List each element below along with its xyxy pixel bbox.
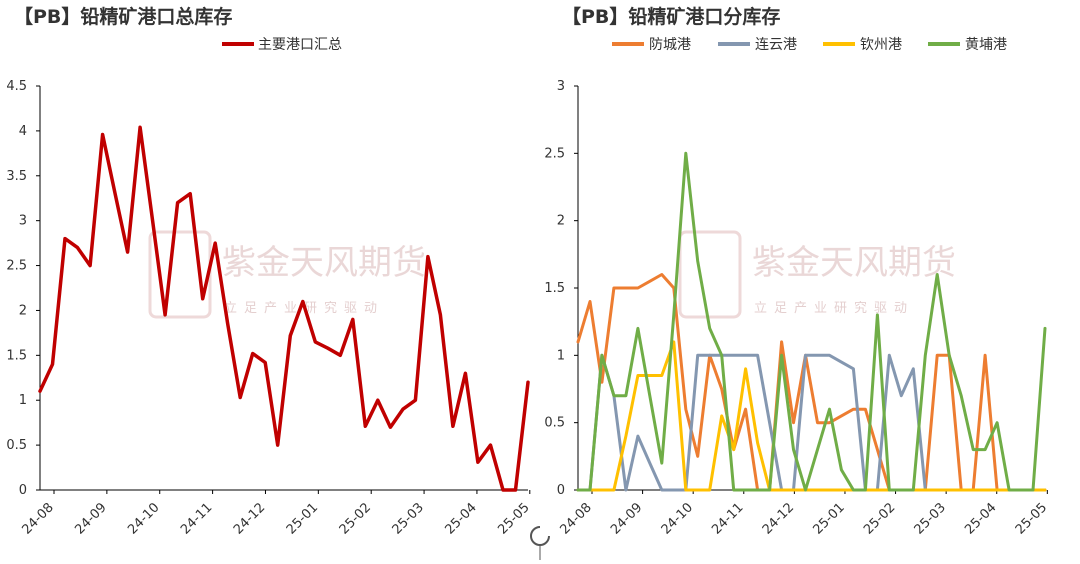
right-y-tick-label: 1.5 (544, 281, 565, 296)
left-y-tick-label: 4 (19, 124, 27, 139)
right-x-tick-label: 25-02 (861, 500, 898, 537)
right-series-line-2 (576, 340, 1047, 492)
right-x-tick-label: 24-12 (760, 500, 797, 537)
right-x-tick-label: 24-11 (709, 500, 746, 537)
watermark-logo-left (148, 230, 212, 319)
left-y-tick-label: 0.5 (6, 438, 27, 453)
right-chart-title: 【PB】铅精矿港口分库存 (562, 5, 780, 28)
right-y-tick-label: 2.5 (544, 146, 565, 161)
left-legend: 主要港口汇总 (222, 37, 342, 53)
right-y-tick-label: 1 (557, 348, 565, 363)
right-y-tick-label: 3 (557, 79, 565, 94)
left-x-tick-label: 25-02 (337, 500, 374, 537)
legend-label-fangcheng: 防城港 (649, 37, 691, 53)
left-y-tick-label: 0 (19, 483, 27, 498)
watermark-tagline-right: 立足产业研究驱动 (754, 301, 914, 316)
left-y-tick-label: 1 (19, 393, 27, 408)
left-series-line-0 (38, 125, 530, 492)
watermark-logo-right (678, 230, 742, 319)
right-x-tick-label: 24-08 (558, 500, 595, 537)
legend-label-lianyun: 连云港 (755, 37, 797, 53)
left-x-tick-label: 24-10 (125, 500, 162, 537)
left-x-tick-label: 25-04 (442, 500, 479, 537)
right-series-line-3 (576, 151, 1047, 492)
left-y-tick-label: 4.5 (6, 79, 27, 94)
right-y-tick-label: 2 (557, 214, 565, 229)
right-y-tick-label: 0 (557, 483, 565, 498)
left-x-tick-label: 25-05 (495, 500, 532, 537)
loading-icon (530, 525, 551, 560)
right-watermark: 紫金天风期货 立足产业研究驱动 (678, 230, 956, 319)
left-x-tick-label: 24-08 (20, 500, 57, 537)
left-x-tick-label: 24-11 (178, 500, 215, 537)
left-x-tick-label: 25-03 (390, 500, 427, 537)
left-y-tick-label: 3 (19, 214, 27, 229)
legend-label-huangpu: 黄埔港 (965, 36, 1007, 53)
left-x-tick-label: 25-01 (284, 500, 321, 537)
watermark-brand-left: 紫金天风期货 (222, 243, 426, 283)
watermark-brand-right: 紫金天风期货 (752, 243, 956, 283)
right-x-tick-label: 24-09 (608, 500, 645, 537)
right-x-tick-label: 25-01 (810, 500, 847, 537)
left-x-tick-label: 24-09 (72, 500, 109, 537)
left-y-tick-label: 2.5 (6, 259, 27, 274)
right-legend: 防城港 连云港 钦州港 黄埔港 (612, 36, 1007, 53)
right-x-tick-label: 25-04 (962, 500, 999, 537)
left-y-tick-label: 3.5 (6, 169, 27, 184)
left-y-tick-label: 1.5 (6, 348, 27, 363)
right-x-tick-label: 24-10 (659, 500, 696, 537)
right-x-tick-label: 25-05 (1013, 500, 1050, 537)
right-y-tick-label: 0.5 (544, 416, 565, 431)
left-y-tick-label: 2 (19, 303, 27, 318)
left-plot-area (38, 125, 530, 492)
left-watermark: 紫金天风期货 立足产业研究驱动 (148, 230, 426, 319)
right-plot-area (576, 151, 1047, 492)
legend-label-qinzhou: 钦州港 (860, 37, 902, 53)
left-legend-label: 主要港口汇总 (258, 37, 342, 53)
right-x-tick-label: 25-03 (912, 500, 949, 537)
left-chart-title: 【PB】铅精矿港口总库存 (14, 5, 232, 28)
left-x-tick-label: 24-12 (231, 500, 268, 537)
